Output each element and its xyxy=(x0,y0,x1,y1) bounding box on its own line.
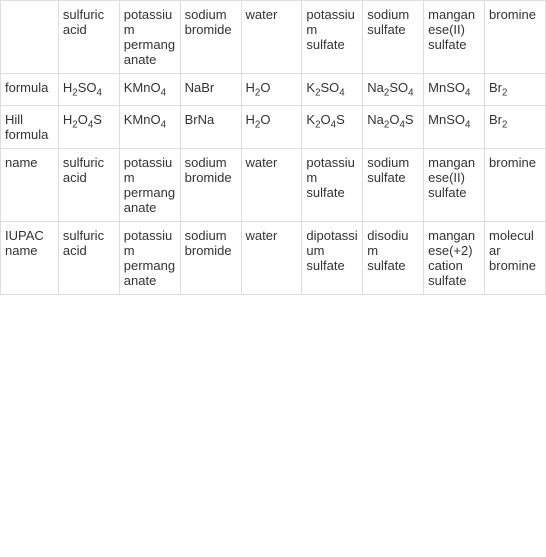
cell: sulfuric acid xyxy=(58,221,119,294)
header-cell-potassium-sulfate: potassium sulfate xyxy=(302,1,363,74)
table-row-iupac-name: IUPAC name sulfuric acid potassium perma… xyxy=(1,221,546,294)
chemical-properties-table: sulfuric acid potassium permanganate sod… xyxy=(0,0,546,295)
header-cell-potassium-permanganate: potassium permanganate xyxy=(119,1,180,74)
header-cell-bromine: bromine xyxy=(485,1,546,74)
row-label: Hill formula xyxy=(1,105,59,148)
header-cell-water: water xyxy=(241,1,302,74)
cell: Na2SO4 xyxy=(363,74,424,106)
header-cell-sodium-sulfate: sodium sulfate xyxy=(363,1,424,74)
cell: potassium permanganate xyxy=(119,148,180,221)
cell: bromine xyxy=(485,148,546,221)
cell: potassium sulfate xyxy=(302,148,363,221)
table-row-hill-formula: Hill formula H2O4S KMnO4 BrNa H2O K2O4S … xyxy=(1,105,546,148)
table-row-formula: formula H2SO4 KMnO4 NaBr H2O K2SO4 Na2SO… xyxy=(1,74,546,106)
row-label: IUPAC name xyxy=(1,221,59,294)
cell: Na2O4S xyxy=(363,105,424,148)
cell: KMnO4 xyxy=(119,74,180,106)
row-label: formula xyxy=(1,74,59,106)
cell: manganese(II) sulfate xyxy=(424,148,485,221)
cell: MnSO4 xyxy=(424,74,485,106)
cell: potassium permanganate xyxy=(119,221,180,294)
cell: molecular bromine xyxy=(485,221,546,294)
cell: BrNa xyxy=(180,105,241,148)
cell: H2SO4 xyxy=(58,74,119,106)
cell: water xyxy=(241,221,302,294)
cell: manganese(+2) cation sulfate xyxy=(424,221,485,294)
cell: KMnO4 xyxy=(119,105,180,148)
header-cell-empty xyxy=(1,1,59,74)
table-row-name: name sulfuric acid potassium permanganat… xyxy=(1,148,546,221)
cell: H2O4S xyxy=(58,105,119,148)
cell: sodium bromide xyxy=(180,221,241,294)
cell: sodium bromide xyxy=(180,148,241,221)
cell: H2O xyxy=(241,105,302,148)
cell: Br2 xyxy=(485,74,546,106)
cell: H2O xyxy=(241,74,302,106)
cell: sodium sulfate xyxy=(363,148,424,221)
header-cell-manganese-sulfate: manganese(II) sulfate xyxy=(424,1,485,74)
cell: MnSO4 xyxy=(424,105,485,148)
cell: water xyxy=(241,148,302,221)
header-cell-sodium-bromide: sodium bromide xyxy=(180,1,241,74)
cell: K2O4S xyxy=(302,105,363,148)
cell: Br2 xyxy=(485,105,546,148)
cell: disodium sulfate xyxy=(363,221,424,294)
row-label: name xyxy=(1,148,59,221)
cell: sulfuric acid xyxy=(58,148,119,221)
cell: NaBr xyxy=(180,74,241,106)
cell: K2SO4 xyxy=(302,74,363,106)
header-row: sulfuric acid potassium permanganate sod… xyxy=(1,1,546,74)
header-cell-sulfuric-acid: sulfuric acid xyxy=(58,1,119,74)
cell: dipotassium sulfate xyxy=(302,221,363,294)
